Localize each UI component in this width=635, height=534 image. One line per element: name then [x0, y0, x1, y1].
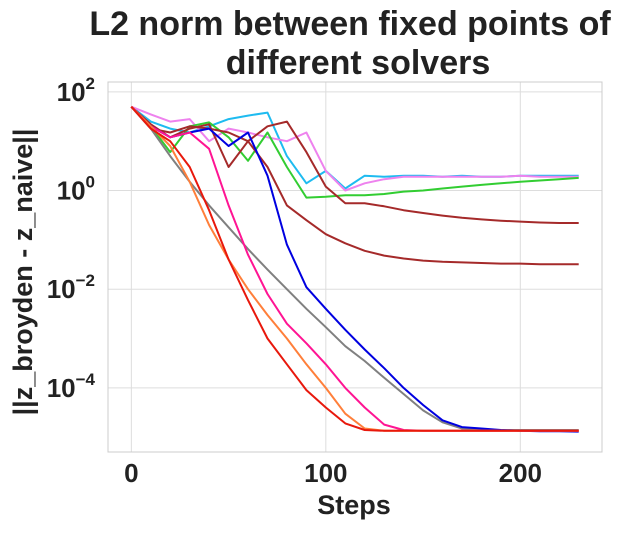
- chart-title-line-2: different solvers: [226, 44, 491, 82]
- series-line-8: [130, 105, 579, 432]
- x-tick-label: 0: [124, 458, 138, 488]
- y-tick-base: 10: [47, 373, 76, 403]
- series-line-7: [130, 105, 579, 433]
- series-line-2: [130, 105, 579, 192]
- y-tick-exponent: 2: [86, 74, 95, 93]
- x-tick-label: 100: [304, 458, 347, 488]
- y-tick-label: 10−4: [47, 370, 96, 403]
- series-line-10: [130, 106, 579, 432]
- x-axis-label: Steps: [317, 490, 391, 520]
- grid: [108, 82, 602, 452]
- y-tick-base: 10: [57, 176, 86, 206]
- chart-title-line-1: L2 norm between fixed points of: [89, 5, 611, 43]
- y-tick-exponent: 0: [86, 173, 95, 192]
- series-group: [130, 105, 579, 433]
- y-axis-label: ||z_broyden - z_naive||: [8, 129, 38, 416]
- x-tick-label: 200: [499, 458, 542, 488]
- y-tick-label: 10−2: [47, 271, 95, 304]
- y-tick-base: 10: [57, 77, 86, 107]
- series-line-3: [130, 105, 579, 199]
- y-tick-label: 100: [57, 173, 95, 206]
- series-line-4: [130, 105, 579, 224]
- series-line-9: [130, 105, 579, 432]
- y-tick-base: 10: [47, 274, 76, 304]
- series-line-5: [130, 106, 579, 266]
- x-tick-labels: 0 100 200: [124, 458, 542, 488]
- y-tick-exponent: −4: [76, 370, 96, 389]
- plot-frame: [107, 81, 603, 453]
- y-tick-label: 102: [57, 74, 95, 107]
- series-line-6: [130, 106, 579, 431]
- y-tick-exponent: −2: [76, 271, 95, 290]
